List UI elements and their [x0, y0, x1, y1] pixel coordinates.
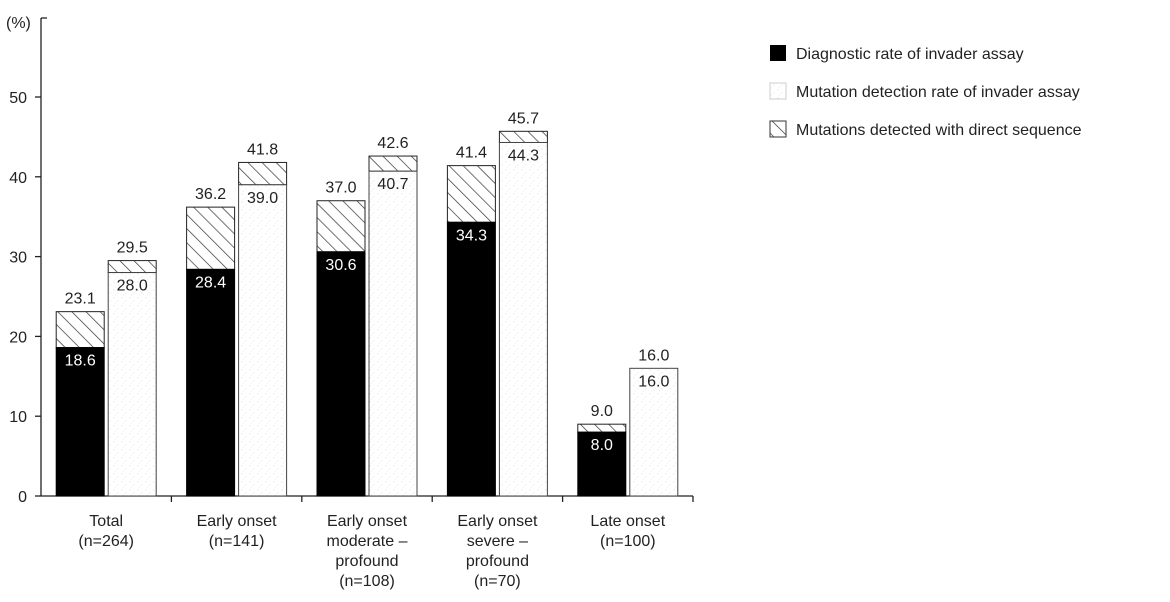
- value-label-base: 44.3: [508, 147, 539, 164]
- value-label-total: 41.4: [456, 145, 487, 162]
- value-label-total: 42.6: [377, 135, 408, 152]
- bar-direct-sequence-segment: [577, 423, 627, 433]
- y-tick-label: 10: [9, 409, 27, 426]
- bar-mutation-detection-rate: [368, 170, 418, 497]
- bar-mutation-detection-rate: [107, 272, 157, 497]
- bar-direct-sequence-segment: [238, 161, 288, 186]
- bar-direct-sequence-segment: [368, 155, 418, 172]
- bar-direct-sequence-segment: [498, 130, 548, 143]
- value-label-total: 41.8: [247, 141, 278, 158]
- value-label-base: 40.7: [377, 176, 408, 193]
- value-label-base: 28.4: [195, 274, 226, 291]
- value-label-total: 16.0: [638, 347, 669, 364]
- value-label-base: 8.0: [591, 437, 613, 454]
- y-unit-label: (%): [6, 15, 31, 32]
- value-label-total: 23.1: [65, 291, 96, 308]
- value-label-base: 18.6: [65, 353, 96, 370]
- bar-mutation-detection-rate: [238, 184, 288, 497]
- bar-direct-sequence-segment: [316, 200, 366, 253]
- value-label-base: 34.3: [456, 227, 487, 244]
- bar-mutation-detection-rate: [629, 367, 679, 497]
- value-label-total: 36.2: [195, 186, 226, 203]
- legend-swatch-solid-black: [770, 45, 786, 61]
- legend-label-diagnostic-rate: Diagnostic rate of invader assay: [796, 46, 1024, 63]
- value-label-total: 9.0: [591, 403, 613, 420]
- value-label-base: 28.0: [117, 278, 148, 295]
- legend: Diagnostic rate of invader assay Mutatio…: [769, 45, 1082, 139]
- y-tick-label: 40: [9, 170, 27, 187]
- category-label: profound: [335, 553, 398, 570]
- value-label-total: 29.5: [117, 240, 148, 257]
- bar-direct-sequence-segment: [446, 165, 496, 223]
- category-label: severe –: [467, 533, 528, 550]
- category-label: Late onset: [590, 513, 665, 530]
- bar-diagnostic-rate: [316, 251, 366, 497]
- category-labels: Total (n=264) Early onset (n=141) Early onse…: [78, 513, 665, 590]
- bar-diagnostic-rate: [577, 431, 627, 497]
- value-label-base: 30.6: [325, 257, 356, 274]
- legend-swatch-hatched: [769, 120, 787, 138]
- bar-diagnostic-rate: [446, 221, 496, 497]
- y-tick-label: 50: [9, 90, 27, 107]
- category-label: Total: [89, 513, 123, 530]
- y-tick-label: 20: [9, 329, 27, 346]
- category-label: (n=264): [78, 533, 134, 550]
- category-label: profound: [466, 553, 529, 570]
- bars: [55, 130, 679, 497]
- legend-label-mutation-detection-rate: Mutation detection rate of invader assay: [796, 84, 1080, 101]
- legend-swatch-speckled-white: [769, 82, 787, 100]
- value-label-base: 16.0: [638, 373, 669, 390]
- category-label: (n=70): [474, 573, 521, 590]
- bar-direct-sequence-segment: [186, 206, 236, 270]
- category-label: Early onset: [327, 513, 408, 530]
- category-label: (n=108): [339, 573, 395, 590]
- y-tick-label: 30: [9, 250, 27, 267]
- bar-direct-sequence-segment: [107, 260, 157, 274]
- value-label-total: 45.7: [508, 110, 539, 127]
- category-label: Early onset: [457, 513, 538, 530]
- category-label: (n=141): [209, 533, 265, 550]
- value-labels: 23.1 18.6 29.5 28.0 36.2 28.4 41.8 39.0 37.0 30.6…: [65, 110, 670, 454]
- category-label: Early onset: [197, 513, 278, 530]
- bar-diagnostic-rate: [186, 268, 236, 497]
- value-label-base: 39.0: [247, 190, 278, 207]
- legend-label-direct-sequence: Mutations detected with direct sequence: [796, 122, 1082, 139]
- bar-mutation-detection-rate: [498, 141, 548, 497]
- category-label: moderate –: [327, 533, 408, 550]
- y-tick-label: 0: [18, 489, 27, 506]
- value-label-total: 37.0: [325, 180, 356, 197]
- bar-diagnostic-rate: [55, 347, 105, 497]
- bar-direct-sequence-segment: [55, 311, 105, 349]
- category-label: (n=100): [600, 533, 656, 550]
